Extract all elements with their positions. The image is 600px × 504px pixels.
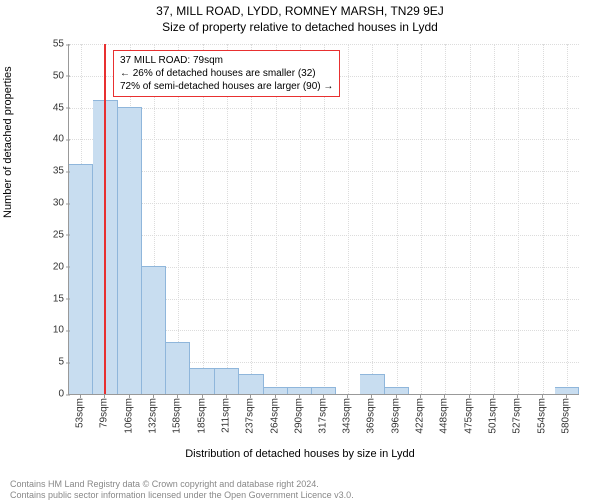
histogram-bar [312, 387, 337, 394]
gridline-v [397, 44, 398, 394]
y-tick-label: 45 [34, 102, 64, 113]
y-tick-label: 20 [34, 261, 64, 272]
x-tick-label: 185sqm [196, 398, 207, 434]
y-tick-label: 55 [34, 39, 64, 50]
gridline-v [421, 44, 422, 394]
x-tick-label: 290sqm [293, 398, 304, 434]
x-tick-label: 396sqm [391, 398, 402, 434]
annotation-box: 37 MILL ROAD: 79sqm← 26% of detached hou… [113, 50, 340, 97]
gridline-v [372, 44, 373, 394]
y-tick-label: 35 [34, 166, 64, 177]
histogram-bar [360, 374, 385, 394]
x-tick-label: 211sqm [220, 398, 231, 433]
chart-container: 37 MILL ROAD: 79sqm← 26% of detached hou… [44, 44, 578, 424]
gridline-v [518, 44, 519, 394]
x-axis-label: Distribution of detached houses by size … [0, 448, 600, 460]
histogram-bar [385, 387, 409, 394]
histogram-bar [264, 387, 288, 394]
histogram-bar [239, 374, 264, 394]
x-tick-label: 527sqm [512, 398, 523, 434]
histogram-bar [190, 368, 215, 394]
plot-area: 37 MILL ROAD: 79sqm← 26% of detached hou… [68, 44, 579, 395]
page-subtitle: Size of property relative to detached ho… [0, 20, 600, 34]
footer-line1: Contains HM Land Registry data © Crown c… [10, 479, 354, 490]
y-tick-label: 10 [34, 325, 64, 336]
histogram-bar [166, 342, 190, 394]
annotation-line: 37 MILL ROAD: 79sqm [120, 54, 333, 67]
x-tick-label: 475sqm [464, 398, 475, 434]
x-tick-label: 422sqm [415, 398, 426, 434]
marker-line [104, 44, 106, 394]
x-tick-label: 106sqm [123, 398, 134, 434]
histogram-bar [215, 368, 239, 394]
gridline-v [348, 44, 349, 394]
y-tick-label: 50 [34, 70, 64, 81]
histogram-bar [69, 164, 93, 394]
x-tick-label: 53sqm [74, 398, 85, 428]
histogram-bar [142, 266, 166, 394]
x-tick-label: 79sqm [98, 398, 109, 428]
x-tick-label: 237sqm [244, 398, 255, 434]
footer-line2: Contains public sector information licen… [10, 490, 354, 501]
page-title: 37, MILL ROAD, LYDD, ROMNEY MARSH, TN29 … [0, 4, 600, 18]
x-tick-label: 580sqm [561, 398, 572, 434]
histogram-bar [118, 107, 142, 394]
gridline-v [445, 44, 446, 394]
y-tick-label: 30 [34, 198, 64, 209]
histogram-bar [555, 387, 579, 394]
x-tick-label: 554sqm [537, 398, 548, 434]
y-tick-label: 40 [34, 134, 64, 145]
y-tick-label: 25 [34, 229, 64, 240]
y-axis-label: Number of detached properties [2, 66, 14, 218]
x-tick-label: 343sqm [342, 398, 353, 434]
gridline-v [494, 44, 495, 394]
annotation-line: 72% of semi-detached houses are larger (… [120, 80, 333, 93]
annotation-line: ← 26% of detached houses are smaller (32… [120, 67, 333, 80]
x-tick-label: 132sqm [147, 398, 158, 434]
gridline-v [567, 44, 568, 394]
footer-attribution: Contains HM Land Registry data © Crown c… [10, 479, 354, 501]
gridline-v [470, 44, 471, 394]
x-tick-label: 158sqm [171, 398, 182, 434]
x-tick-label: 264sqm [269, 398, 280, 434]
x-tick-label: 501sqm [488, 398, 499, 434]
x-tick-label: 317sqm [318, 398, 329, 434]
x-tick-label: 448sqm [439, 398, 450, 434]
gridline-v [543, 44, 544, 394]
y-tick-label: 5 [34, 357, 64, 368]
y-tick-label: 0 [34, 389, 64, 400]
histogram-bar [288, 387, 312, 394]
x-tick-label: 369sqm [366, 398, 377, 434]
y-tick-label: 15 [34, 293, 64, 304]
